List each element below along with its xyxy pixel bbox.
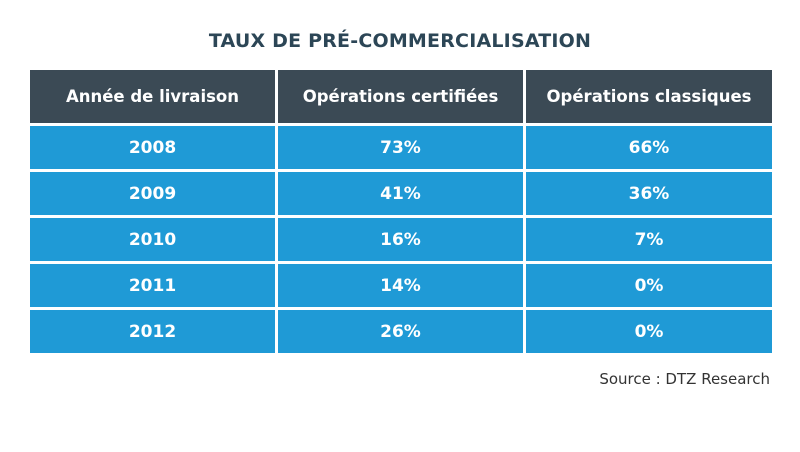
- cell-year: 2008: [30, 126, 275, 169]
- header-classic: Opérations classiques: [526, 70, 772, 123]
- cell-classic: 7%: [526, 218, 772, 261]
- cell-classic: 36%: [526, 172, 772, 215]
- cell-year: 2011: [30, 264, 275, 307]
- cell-year: 2010: [30, 218, 275, 261]
- cell-year: 2009: [30, 172, 275, 215]
- cell-year: 2012: [30, 310, 275, 353]
- cell-certified: 26%: [278, 310, 523, 353]
- table-title: TAUX DE PRÉ-COMMERCIALISATION: [208, 30, 592, 52]
- header-certified: Opérations certifiées: [278, 70, 523, 123]
- cell-classic: 0%: [526, 310, 772, 353]
- cell-certified: 14%: [278, 264, 523, 307]
- cell-certified: 16%: [278, 218, 523, 261]
- data-table: Année de livraison Opérations certifiées…: [30, 70, 772, 353]
- cell-classic: 0%: [526, 264, 772, 307]
- header-year: Année de livraison: [30, 70, 275, 123]
- source-note: Source : DTZ Research: [599, 370, 770, 388]
- cell-certified: 73%: [278, 126, 523, 169]
- cell-classic: 66%: [526, 126, 772, 169]
- cell-certified: 41%: [278, 172, 523, 215]
